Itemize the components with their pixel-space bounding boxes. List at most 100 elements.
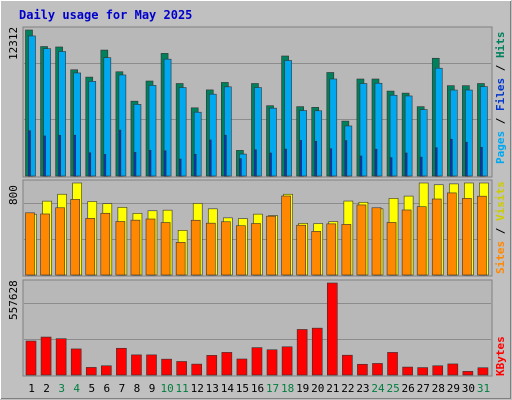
pages-bar-24 bbox=[374, 148, 378, 177]
pages-bar-7 bbox=[118, 129, 122, 177]
sites-bar-12 bbox=[190, 219, 201, 276]
day-label-8: 8 bbox=[134, 382, 141, 395]
pages-bar-21 bbox=[329, 148, 333, 177]
kbytes-bar-21 bbox=[326, 282, 338, 376]
files-bar-11 bbox=[178, 87, 187, 177]
files-bar-14 bbox=[224, 86, 232, 177]
day-label-26: 26 bbox=[402, 382, 415, 395]
kbytes-bar-17 bbox=[266, 349, 278, 376]
files-bar-21 bbox=[329, 78, 338, 177]
day-label-14: 14 bbox=[221, 382, 235, 395]
pages-bar-18 bbox=[284, 148, 287, 177]
pages-bar-17 bbox=[269, 152, 272, 177]
middle-legend-part-0: Sites bbox=[494, 241, 507, 274]
kbytes-bar-30 bbox=[462, 371, 474, 376]
sites-bar-30 bbox=[462, 198, 472, 276]
day-label-1: 1 bbox=[28, 382, 35, 395]
sites-bar-7 bbox=[115, 221, 126, 276]
kbytes-bar-13 bbox=[206, 355, 218, 376]
sites-bar-2 bbox=[40, 213, 50, 276]
files-bar-16 bbox=[254, 87, 262, 177]
top-panel-max-label: 12312 bbox=[7, 27, 20, 60]
kbytes-bar-2 bbox=[40, 336, 52, 376]
day-label-30: 30 bbox=[462, 382, 475, 395]
pages-bar-30 bbox=[465, 141, 468, 177]
files-bar-10 bbox=[163, 58, 172, 177]
day-label-22: 22 bbox=[341, 382, 354, 395]
day-label-6: 6 bbox=[104, 382, 111, 395]
sites-bar-26 bbox=[401, 209, 412, 276]
files-bar-12 bbox=[193, 111, 202, 177]
kbytes-bar-1 bbox=[25, 340, 37, 376]
sites-bar-11 bbox=[175, 242, 186, 276]
files-bar-26 bbox=[404, 95, 413, 177]
kbytes-bar-16 bbox=[251, 347, 263, 376]
chart-title: Daily usage for May 2025 bbox=[19, 8, 192, 22]
sites-bar-22 bbox=[341, 224, 352, 276]
top-legend-part-1: / bbox=[494, 111, 507, 131]
sites-bar-27 bbox=[416, 206, 427, 276]
kbytes-bar-12 bbox=[191, 363, 203, 376]
pages-bar-2 bbox=[43, 135, 46, 177]
sites-bar-20 bbox=[311, 231, 322, 276]
files-bar-24 bbox=[374, 82, 383, 177]
files-bar-6 bbox=[103, 57, 112, 177]
middle-panel-max-label: 800 bbox=[7, 185, 20, 205]
files-bar-3 bbox=[58, 51, 66, 177]
day-label-5: 5 bbox=[88, 382, 95, 395]
sites-bar-9 bbox=[145, 218, 156, 276]
files-bar-9 bbox=[148, 85, 157, 177]
files-bar-23 bbox=[359, 83, 368, 177]
files-bar-4 bbox=[73, 72, 81, 177]
sites-bar-29 bbox=[447, 192, 457, 276]
files-bar-25 bbox=[389, 94, 398, 177]
middle-legend-part-1: / bbox=[494, 221, 507, 241]
kbytes-bar-27 bbox=[417, 367, 428, 376]
pages-bar-22 bbox=[344, 140, 348, 177]
bar-marks bbox=[25, 29, 489, 376]
kbytes-bar-9 bbox=[146, 354, 157, 376]
day-label-20: 20 bbox=[311, 382, 324, 395]
day-label-29: 29 bbox=[447, 382, 460, 395]
pages-bar-16 bbox=[254, 149, 257, 177]
sites-bar-3 bbox=[55, 207, 65, 276]
kbytes-bar-18 bbox=[281, 346, 293, 376]
middle-legend-part-2: Visits bbox=[494, 181, 507, 221]
pages-bar-5 bbox=[88, 152, 92, 177]
kbytes-bar-31 bbox=[477, 367, 489, 376]
pages-bar-9 bbox=[148, 149, 152, 177]
day-label-16: 16 bbox=[251, 382, 264, 395]
day-label-21: 21 bbox=[326, 382, 339, 395]
pages-bar-12 bbox=[193, 153, 197, 177]
sites-bar-24 bbox=[371, 207, 382, 276]
sites-bar-28 bbox=[431, 198, 442, 276]
day-label-27: 27 bbox=[417, 382, 430, 395]
pages-bar-29 bbox=[450, 138, 453, 177]
kbytes-bar-11 bbox=[176, 361, 187, 376]
kbytes-bar-7 bbox=[116, 347, 127, 376]
day-label-3: 3 bbox=[58, 382, 65, 395]
pages-bar-8 bbox=[133, 152, 137, 177]
sites-bar-6 bbox=[100, 212, 111, 276]
top-legend-part-0: Pages bbox=[494, 131, 507, 164]
pages-bar-19 bbox=[299, 140, 302, 177]
pages-bar-23 bbox=[359, 155, 363, 177]
sites-bar-21 bbox=[326, 223, 337, 276]
kbytes-bar-29 bbox=[447, 363, 459, 376]
sites-bar-4 bbox=[70, 199, 80, 276]
files-bar-29 bbox=[450, 89, 458, 177]
files-bar-30 bbox=[465, 89, 473, 177]
kbytes-bar-15 bbox=[236, 358, 248, 376]
day-label-7: 7 bbox=[119, 382, 126, 395]
kbytes-bar-25 bbox=[387, 352, 398, 376]
top-legend-part-4: Hits bbox=[494, 32, 507, 59]
pages-bar-28 bbox=[434, 147, 438, 177]
day-label-2: 2 bbox=[43, 382, 50, 395]
sites-bar-19 bbox=[296, 224, 306, 276]
pages-bar-26 bbox=[404, 152, 408, 177]
sites-bar-17 bbox=[266, 215, 276, 276]
files-bar-1 bbox=[28, 35, 36, 177]
kbytes-bar-19 bbox=[296, 329, 308, 376]
day-label-25: 25 bbox=[386, 382, 399, 395]
